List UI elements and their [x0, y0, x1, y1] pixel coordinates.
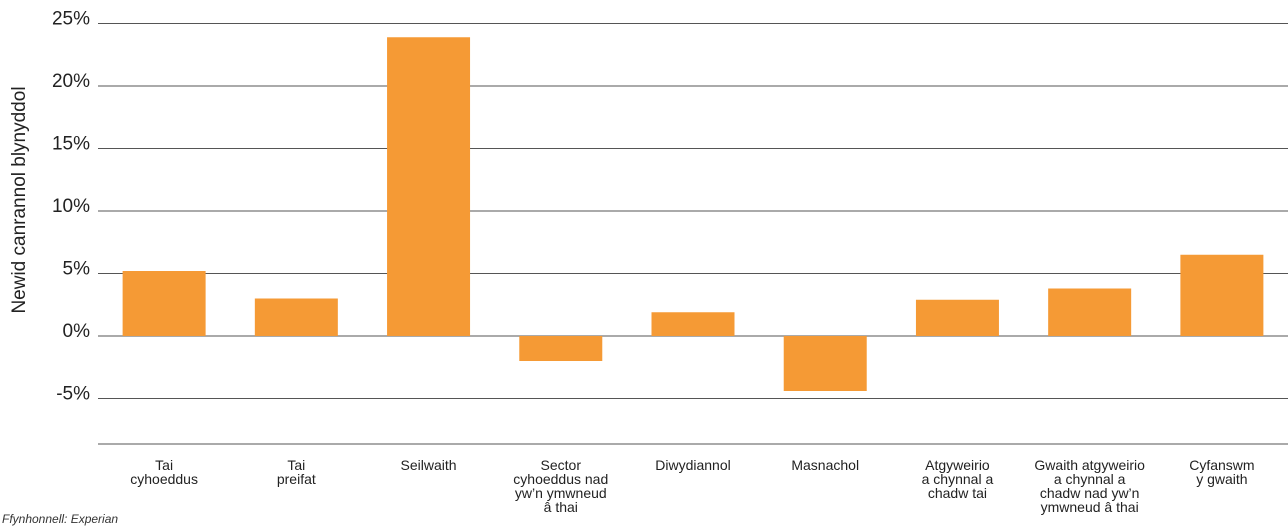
bar: [915, 299, 999, 336]
bar: [783, 336, 867, 391]
source-note: Ffynhonnell: Experian: [2, 512, 119, 526]
y-tick-label: 10%: [52, 196, 90, 217]
gridlines: [98, 23, 1288, 445]
x-tick-label: Tai cyhoeddus: [130, 457, 198, 487]
y-tick-label: 20%: [52, 71, 90, 92]
bar: [651, 312, 735, 336]
y-tick-label: 0%: [63, 321, 91, 342]
x-tick-label: Atgyweirio a chynnal a chadw tai: [922, 457, 994, 501]
x-tick-label: Gwaith atgyweirio a chynnal a chadw nad yw…: [1034, 457, 1145, 515]
bar: [254, 298, 338, 336]
x-tick-label: Sector cyhoeddus nad yw’n ymwneud â thai: [513, 457, 608, 515]
y-axis-ticks: -5% 0% 5% 10% 15% 20% 25%: [52, 9, 90, 405]
y-tick-label: 15%: [52, 134, 90, 155]
y-tick-label: -5%: [56, 384, 90, 405]
bar: [122, 271, 206, 336]
y-tick-label: 25%: [52, 9, 90, 30]
x-tick-label: Masnachol: [791, 457, 859, 473]
bar: [1048, 288, 1132, 336]
y-axis-label: Newid canrannol blynyddol: [9, 86, 30, 313]
x-tick-label: Tai preifat: [277, 457, 316, 487]
bar: [519, 336, 603, 361]
y-tick-label: 5%: [63, 259, 91, 280]
x-tick-label: Seilwaith: [401, 457, 457, 473]
bar: [387, 37, 471, 336]
x-tick-label: Cyfanswm y gwaith: [1189, 457, 1254, 487]
bars: [122, 37, 1264, 391]
x-tick-label: Diwydiannol: [655, 457, 730, 473]
bar: [1180, 254, 1264, 336]
x-axis-ticks: Tai cyhoeddus Tai preifat Seilwaith Sector cyh…: [130, 457, 1254, 515]
